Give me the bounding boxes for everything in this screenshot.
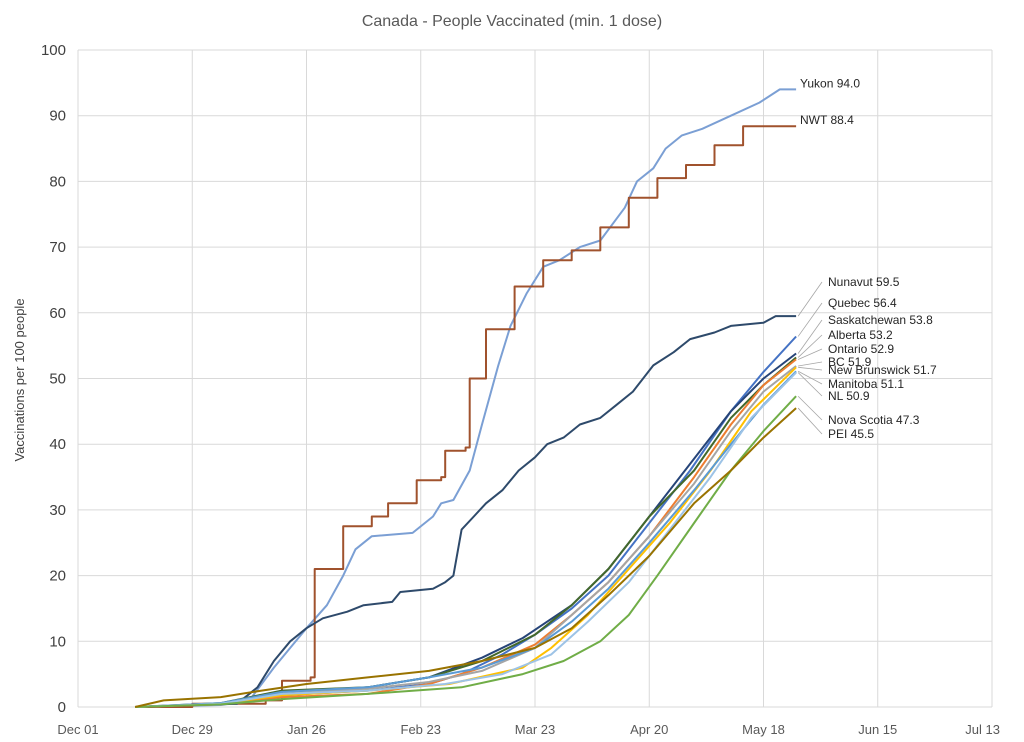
end-label: New Brunswick 51.7 [828, 363, 937, 377]
x-tick-label: Feb 23 [401, 722, 441, 737]
label-leader-line [797, 334, 823, 358]
x-tick-label: Jul 13 [965, 722, 1000, 737]
label-leader-line [797, 302, 823, 337]
x-tick-label: May 18 [742, 722, 785, 737]
end-label: Manitoba 51.1 [828, 377, 904, 391]
label-leader-line [797, 395, 823, 421]
x-tick-label: Dec 01 [57, 722, 98, 737]
y-axis-label: Vaccinations per 100 people [12, 298, 27, 461]
label-leader-line [797, 370, 823, 385]
y-tick-label: 100 [41, 42, 66, 59]
y-tick-label: 90 [49, 108, 66, 125]
y-tick-label: 70 [49, 239, 66, 256]
series-line-pei [134, 407, 797, 708]
x-tick-label: Jan 26 [287, 722, 326, 737]
end-label: Nova Scotia 47.3 [828, 413, 920, 427]
end-label: Yukon 94.0 [800, 76, 860, 90]
end-label: BC 51.9 [828, 355, 872, 369]
end-label: NL 50.9 [828, 389, 870, 403]
x-tick-label: Mar 23 [515, 722, 555, 737]
end-label: Ontario 52.9 [828, 342, 894, 356]
y-tick-label: 80 [49, 173, 66, 190]
series-line-new-brunswick [135, 366, 797, 708]
label-leader-line [798, 366, 823, 371]
end-label: NWT 88.4 [800, 113, 854, 127]
end-label: Nunavut 59.5 [828, 275, 900, 289]
series-line-alberta [135, 356, 797, 708]
label-leader-line [797, 281, 823, 317]
label-leader-line [798, 361, 823, 367]
label-leader-line [797, 348, 823, 360]
y-tick-label: 10 [49, 633, 66, 650]
label-leader-line [797, 372, 823, 397]
label-leader-line [797, 407, 823, 435]
series-line-ontario [135, 358, 797, 708]
y-tick-label: 50 [49, 371, 66, 388]
series-line-quebec [135, 335, 797, 708]
label-leader-line [797, 319, 823, 354]
x-tick-label: Jun 15 [858, 722, 897, 737]
chart-title: Canada - People Vaccinated (min. 1 dose) [362, 13, 662, 30]
y-tick-label: 30 [49, 502, 66, 519]
y-tick-label: 40 [49, 436, 66, 453]
series-line-yukon [135, 88, 797, 708]
y-tick-label: 20 [49, 568, 66, 585]
x-tick-label: Dec 29 [172, 722, 213, 737]
x-tick-label: Apr 20 [630, 722, 668, 737]
series-lines [134, 88, 797, 708]
series-line-nl [135, 371, 797, 708]
series-line-nova-scotia [135, 395, 797, 708]
axes: 0 10 20 30 40 50 60 70 80 90 100 Dec 01 Dec 29 Jan 26… [41, 42, 1000, 737]
series-line-nunavut [135, 315, 797, 708]
series-line-saskatchewan [135, 352, 797, 708]
series-line-manitoba [135, 370, 797, 708]
series-line-bc [135, 365, 797, 708]
end-labels: Yukon 94.0 NWT 88.4 Nunavut 59.5 Quebec 56.… [797, 76, 937, 441]
end-label: Saskatchewan 53.8 [828, 313, 933, 327]
y-tick-label: 60 [49, 305, 66, 322]
end-label: Quebec 56.4 [828, 296, 897, 310]
end-label: Alberta 53.2 [828, 328, 893, 342]
y-tick-label: 0 [58, 699, 66, 716]
series-line-nwt [135, 125, 797, 708]
end-label: PEI 45.5 [828, 427, 874, 441]
